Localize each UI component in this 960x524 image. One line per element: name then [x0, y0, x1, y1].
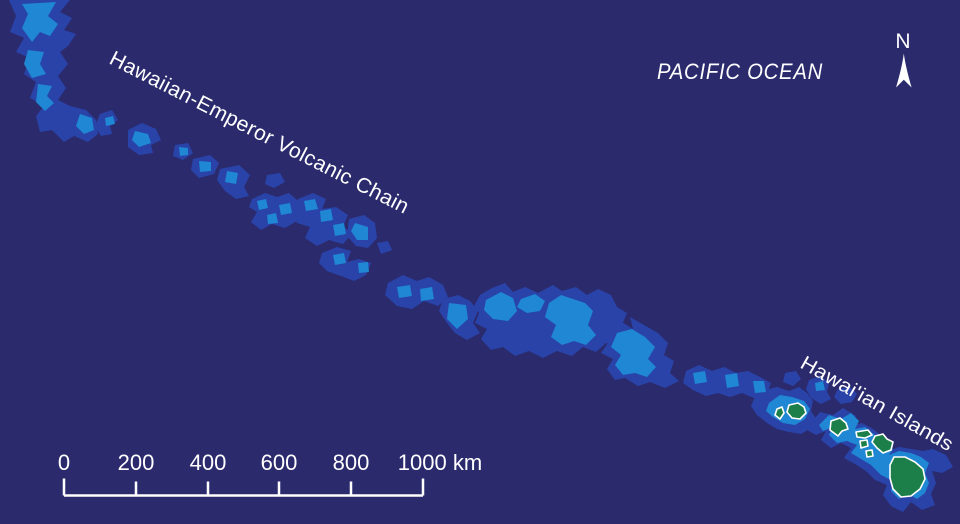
- shallow-core: [267, 213, 278, 224]
- island-kahoolawe: [865, 449, 874, 458]
- ocean-label: PACIFIC OCEAN: [657, 59, 823, 84]
- scale-tick-label: 1000 km: [398, 450, 482, 475]
- shallow-core: [199, 161, 211, 172]
- scale-bar: 0 200 400 600 800 1000 km: [58, 450, 482, 497]
- shallow-core: [351, 223, 368, 240]
- shallow-core: [517, 294, 545, 313]
- shallow-core: [333, 223, 346, 236]
- shallow-core: [397, 285, 412, 298]
- shallow-core: [611, 329, 656, 377]
- islands-layer: [774, 402, 926, 498]
- shallow-core: [279, 203, 292, 215]
- shallow-core: [132, 131, 151, 147]
- scale-tick-label: 600: [261, 450, 298, 475]
- shallow-core: [725, 373, 739, 388]
- shallow-core: [447, 303, 468, 329]
- shallow-core: [420, 287, 434, 301]
- island-oahu: [829, 417, 849, 437]
- island-kauai: [786, 402, 807, 420]
- shallow-core: [333, 253, 346, 265]
- north-arrow-icon: [896, 53, 912, 88]
- shallow-core: [105, 116, 115, 126]
- seamount-blob: [783, 371, 801, 386]
- shallow-core: [225, 171, 238, 184]
- scale-bar-ruler: [62, 478, 425, 497]
- scale-tick-label: 200: [118, 450, 155, 475]
- seamount-blob: [834, 387, 857, 404]
- island-maui: [871, 433, 894, 454]
- shallow-core: [76, 114, 94, 134]
- shallow-core: [304, 199, 318, 211]
- seamount-blob: [385, 275, 448, 309]
- shallow-core: [753, 381, 766, 393]
- shallow-core: [693, 371, 707, 384]
- compass: N: [895, 30, 912, 88]
- scale-tick-label: 0: [58, 450, 70, 475]
- seamount-blob: [265, 173, 285, 188]
- island-lanai: [859, 439, 869, 449]
- island-hawaii: [889, 456, 926, 498]
- shallow-core: [36, 84, 54, 111]
- scale-tick-label: 400: [190, 450, 227, 475]
- shallow-core: [358, 262, 369, 273]
- scale-tick-label: 800: [333, 450, 370, 475]
- compass-north-label: N: [895, 30, 910, 53]
- seamount-blob: [319, 247, 371, 281]
- shallow-core: [320, 209, 333, 222]
- shallow-core: [815, 381, 825, 391]
- shallow-core: [22, 2, 58, 42]
- island-molokai: [855, 429, 873, 439]
- shallow-core: [24, 50, 46, 78]
- shallow-core: [179, 147, 188, 156]
- island-niihau: [774, 406, 785, 420]
- shallow-core: [257, 199, 268, 210]
- shallow-core: [545, 295, 596, 345]
- seamount-blob: [377, 241, 392, 254]
- shallow-core: [484, 292, 517, 321]
